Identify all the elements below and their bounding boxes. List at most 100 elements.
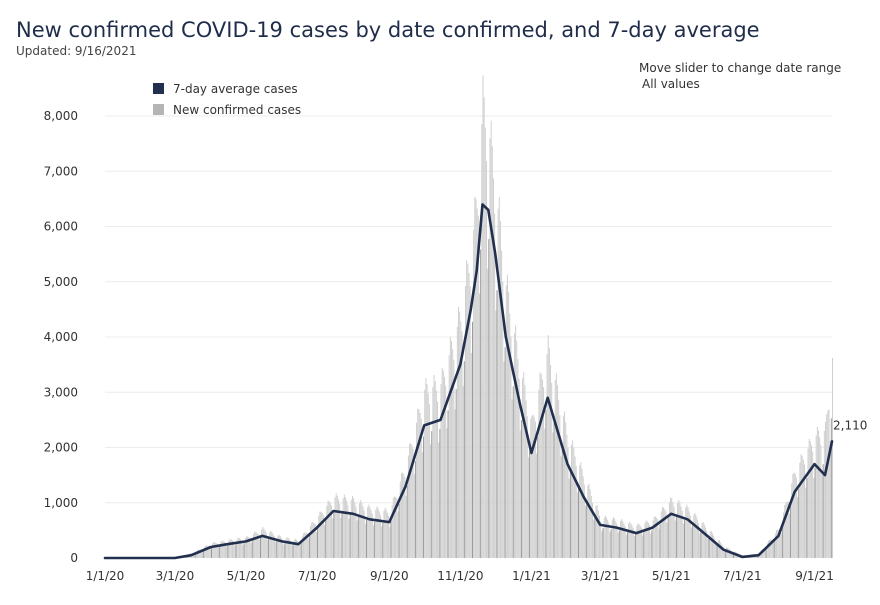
bar-new-cases <box>300 542 302 558</box>
bar-new-cases <box>257 534 259 558</box>
bar-new-cases <box>214 542 216 558</box>
bar-new-cases <box>194 553 196 558</box>
bar-new-cases <box>792 474 794 558</box>
bar-new-cases <box>389 527 391 558</box>
bar-new-cases <box>374 521 376 558</box>
bar-new-cases <box>691 527 693 558</box>
bar-new-cases <box>471 321 473 558</box>
bar-new-cases <box>247 536 249 558</box>
bar-new-cases <box>598 515 600 558</box>
bar-new-cases <box>360 500 362 558</box>
bar-new-cases <box>618 530 620 558</box>
bar-new-cases <box>624 526 626 558</box>
bar-new-cases <box>722 546 724 558</box>
bar-new-cases <box>784 504 786 558</box>
bar-new-cases <box>558 399 560 558</box>
bar-new-cases <box>574 456 576 558</box>
legend-label-new-cases: New confirmed cases <box>173 102 302 117</box>
bar-new-cases <box>345 497 346 558</box>
bar-new-cases <box>353 498 355 558</box>
bar-new-cases <box>682 523 684 558</box>
bar-new-cases <box>261 529 263 558</box>
bar-new-cases <box>531 415 533 558</box>
bar-new-cases <box>204 546 206 558</box>
bar-new-cases <box>794 473 796 558</box>
bar-new-cases <box>496 290 498 558</box>
bar-new-cases <box>681 510 683 558</box>
bar-new-cases <box>576 492 578 558</box>
bar-new-cases <box>642 535 644 558</box>
bar-new-cases <box>273 536 275 558</box>
bar-new-cases <box>516 340 518 558</box>
bar-new-cases <box>234 545 236 558</box>
bar-new-cases <box>379 514 381 558</box>
bar-new-cases <box>462 386 464 558</box>
bar-new-cases <box>222 540 224 558</box>
series-line-average <box>103 203 834 560</box>
bar-new-cases <box>499 221 501 559</box>
bar-new-cases <box>594 517 596 558</box>
bar-new-cases <box>442 370 444 558</box>
date-range-slider[interactable]: Move slider to change date range All val… <box>639 60 841 92</box>
bar-new-cases <box>491 146 493 559</box>
bar-new-cases <box>195 551 197 558</box>
bar-new-cases <box>370 510 372 558</box>
legend-item-new-cases[interactable]: New confirmed cases <box>153 99 301 120</box>
bar-new-cases <box>762 549 764 558</box>
bar-new-cases <box>208 545 210 558</box>
x-tick-label: 1/1/20 <box>86 569 125 583</box>
bar-new-cases <box>664 509 666 558</box>
bar-new-cases <box>489 138 491 558</box>
bar-new-cases <box>285 538 287 558</box>
bar-new-cases <box>314 523 316 558</box>
bar-new-cases <box>600 521 602 558</box>
bar-new-cases <box>575 466 577 558</box>
slider-value: All values <box>642 77 700 91</box>
bar-new-cases <box>434 381 436 558</box>
bar-new-cases <box>354 502 356 558</box>
bar-new-cases <box>538 389 540 558</box>
bar-new-cases <box>554 379 556 558</box>
bar-new-cases <box>814 467 816 558</box>
bar-new-cases <box>469 286 471 558</box>
bar-new-cases <box>291 545 293 558</box>
bar-new-cases <box>476 208 478 558</box>
bar-new-cases <box>607 519 609 558</box>
bar-new-cases <box>294 538 296 558</box>
bar-new-cases <box>670 497 672 558</box>
bar-new-cases <box>283 544 285 558</box>
bar-new-cases <box>686 504 688 558</box>
bar-new-cases <box>420 418 422 558</box>
bar-new-cases <box>830 418 832 558</box>
bar-new-cases <box>822 464 824 558</box>
bar-new-cases <box>349 514 351 558</box>
bar-new-cases <box>513 333 515 558</box>
bar-new-cases <box>827 410 829 558</box>
bar-new-cases <box>604 515 606 558</box>
y-tick-label: 2,000 <box>44 441 78 455</box>
legend-label-average: 7-day average cases <box>173 81 298 96</box>
bar-new-cases <box>608 522 610 558</box>
bar-new-cases <box>463 361 465 558</box>
bar-new-cases <box>198 549 200 558</box>
x-tick-label: 7/1/21 <box>723 569 762 583</box>
bar-new-cases <box>646 521 648 558</box>
bar-new-cases <box>644 523 646 558</box>
bar-new-cases <box>375 509 377 558</box>
bar-new-cases <box>485 161 487 558</box>
y-axis: 0 1,000 2,000 3,000 4,000 5,000 6,000 7,000 8,00… <box>44 109 78 565</box>
bar-new-cases <box>340 518 342 558</box>
bar-new-cases <box>470 353 472 558</box>
y-tick-label: 1,000 <box>44 496 78 510</box>
bar-new-cases <box>616 523 618 558</box>
bar-new-cases <box>361 502 363 558</box>
bar-new-cases <box>581 468 583 558</box>
legend-item-average[interactable]: 7-day average cases <box>153 78 301 99</box>
bar-new-cases <box>534 421 536 558</box>
bar-new-cases <box>409 443 411 558</box>
bar-new-cases <box>572 440 574 558</box>
bar-new-cases <box>221 540 223 558</box>
bar-new-cases <box>490 120 492 559</box>
bar-new-cases <box>342 498 344 558</box>
bar-new-cases <box>677 503 679 558</box>
